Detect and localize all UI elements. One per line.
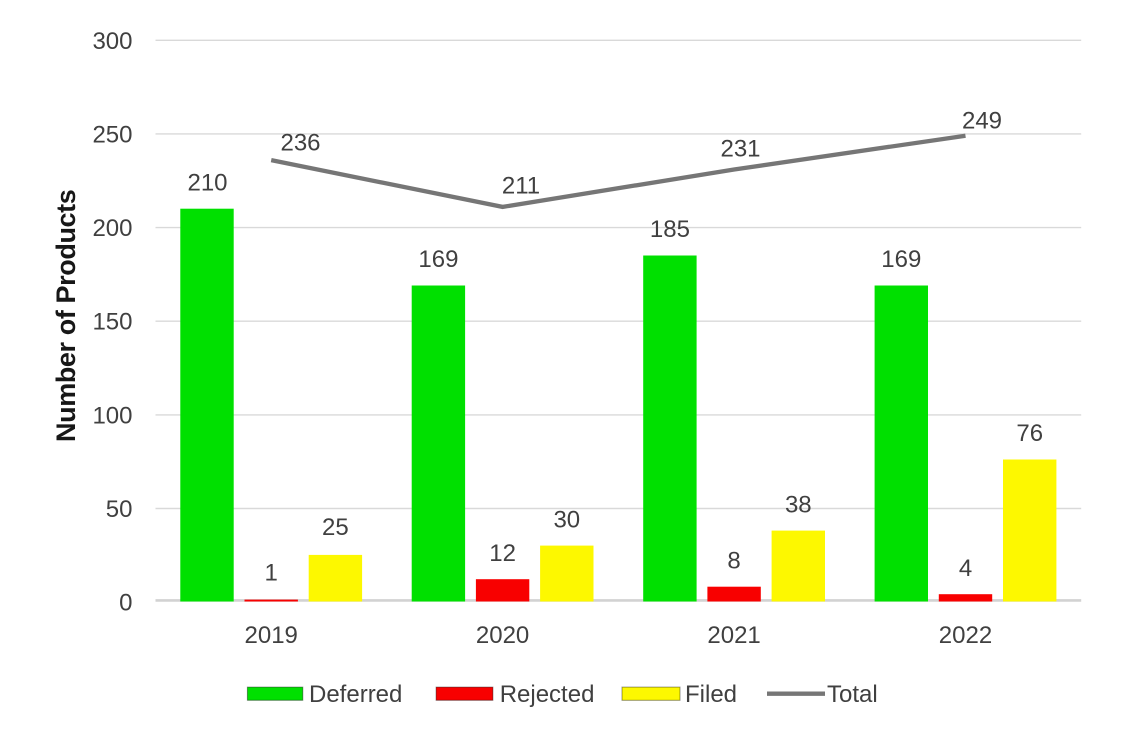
svg-text:1: 1 bbox=[265, 560, 278, 587]
svg-text:150: 150 bbox=[92, 309, 132, 336]
svg-text:200: 200 bbox=[92, 215, 132, 242]
svg-text:Number of Products: Number of Products bbox=[51, 190, 81, 442]
svg-text:236: 236 bbox=[280, 130, 320, 157]
svg-text:169: 169 bbox=[418, 246, 458, 273]
svg-text:231: 231 bbox=[720, 136, 760, 163]
svg-text:50: 50 bbox=[106, 496, 133, 523]
svg-text:249: 249 bbox=[962, 107, 1002, 134]
svg-text:100: 100 bbox=[92, 402, 132, 429]
svg-text:8: 8 bbox=[727, 547, 740, 574]
svg-text:4: 4 bbox=[959, 555, 972, 582]
svg-text:2022: 2022 bbox=[939, 622, 992, 649]
svg-text:300: 300 bbox=[92, 28, 132, 55]
svg-text:210: 210 bbox=[187, 169, 227, 196]
svg-text:76: 76 bbox=[1016, 420, 1043, 447]
svg-text:2020: 2020 bbox=[476, 622, 529, 649]
svg-text:2019: 2019 bbox=[245, 622, 298, 649]
svg-text:250: 250 bbox=[92, 121, 132, 148]
svg-text:185: 185 bbox=[650, 216, 690, 243]
svg-text:Deferred: Deferred bbox=[309, 681, 402, 708]
svg-text:2021: 2021 bbox=[707, 622, 760, 649]
svg-text:Filed: Filed bbox=[685, 681, 737, 708]
svg-text:Rejected: Rejected bbox=[500, 681, 595, 708]
svg-text:211: 211 bbox=[502, 173, 540, 200]
svg-text:12: 12 bbox=[489, 540, 516, 567]
svg-text:38: 38 bbox=[785, 491, 812, 518]
svg-text:Total: Total bbox=[827, 681, 878, 708]
svg-text:25: 25 bbox=[322, 514, 349, 541]
svg-text:169: 169 bbox=[881, 246, 921, 273]
svg-text:0: 0 bbox=[119, 590, 132, 617]
svg-text:30: 30 bbox=[553, 506, 580, 533]
